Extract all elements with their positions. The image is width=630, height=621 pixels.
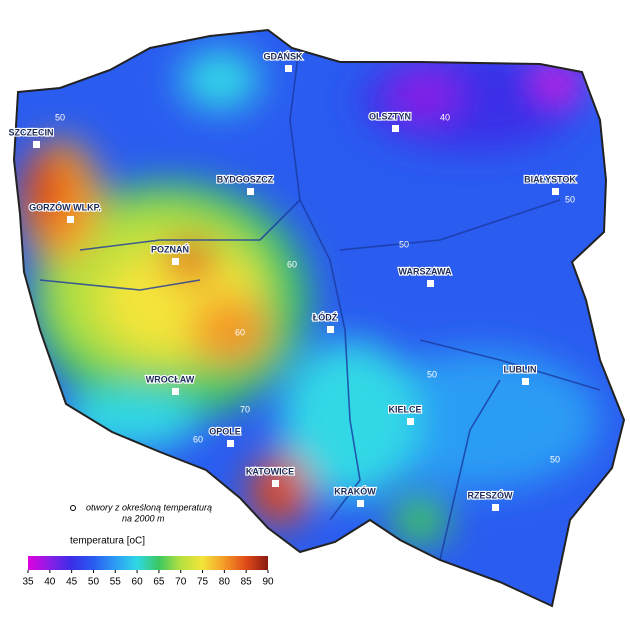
contour-label: 50 <box>260 529 270 539</box>
city-label: BIAŁYSTOK <box>524 174 576 184</box>
city-marker <box>552 188 559 195</box>
city-label: WROCŁAW <box>146 374 195 384</box>
city-label: SZCZECIN <box>9 127 54 137</box>
city-label: GORZÓW WLKP. <box>29 201 101 212</box>
city-marker <box>33 141 40 148</box>
tick-label: 45 <box>66 577 78 588</box>
city-marker <box>357 500 364 507</box>
tick-label: 70 <box>175 577 187 588</box>
city-marker <box>285 65 292 72</box>
contour-label: 60 <box>235 327 245 337</box>
contour-label: 50 <box>399 239 409 249</box>
cities: GDAŃSK OLSZTYN SZCZECIN BYDGOSZCZ BIAŁYSTOK G… <box>7 50 578 511</box>
city-marker <box>272 480 279 487</box>
tick-label: 80 <box>219 577 231 588</box>
city-marker <box>247 188 254 195</box>
city-label: LUBLIN <box>504 364 537 374</box>
tick-label: 90 <box>262 577 274 588</box>
tick-label: 65 <box>153 577 165 588</box>
city-marker <box>492 504 499 511</box>
city-marker <box>172 258 179 265</box>
city-marker <box>327 326 334 333</box>
city-label: KRAKÓW <box>334 485 376 496</box>
tick-label: 55 <box>110 577 122 588</box>
city-marker <box>67 216 74 223</box>
contour-label: 50 <box>55 112 65 122</box>
colorbar <box>28 556 268 570</box>
legend-title: temperatura [oC] <box>70 536 145 547</box>
city-label: POZNAŃ <box>151 244 189 254</box>
city-marker <box>392 125 399 132</box>
city-label: ŁÓDŹ <box>313 311 338 322</box>
city-label: OLSZTYN <box>369 111 411 121</box>
city-label: WARSZAWA <box>399 266 452 276</box>
city-label: KIELCE <box>388 404 421 414</box>
city-label: RZESZÓW <box>468 489 514 500</box>
tick-label: 50 <box>88 577 100 588</box>
tick-label: 75 <box>197 577 209 588</box>
contour-label: 60 <box>287 259 297 269</box>
note: otwory z określoną temperaturą <box>86 502 212 512</box>
city-marker <box>407 418 414 425</box>
tick-label: 35 <box>22 577 34 588</box>
tick-label: 85 <box>241 577 253 588</box>
note: na 2000 m <box>122 513 165 523</box>
city-marker <box>227 440 234 447</box>
contour-label: 50 <box>550 454 560 464</box>
city-label: KATOWICE <box>246 466 294 476</box>
contour-label: 60 <box>193 434 203 444</box>
contour-label: 70 <box>240 404 250 414</box>
tick-label: 60 <box>132 577 144 588</box>
contour-label: 40 <box>440 112 450 122</box>
city-label: BYDGOSZCZ <box>217 174 274 184</box>
city-label: GDAŃSK <box>263 51 303 61</box>
contour-label: 50 <box>565 194 575 204</box>
well-marker <box>70 505 76 511</box>
city-marker <box>427 280 434 287</box>
city-marker <box>172 388 179 395</box>
city-label: OPOLE <box>209 426 241 436</box>
tick-label: 40 <box>44 577 56 588</box>
contour-label: 50 <box>427 369 437 379</box>
city-marker <box>522 378 529 385</box>
contour-labels: 50 40 50 60 70 50 50 60 50 60 50 <box>55 112 575 539</box>
legend: 35 40 45 50 55 60 65 70 75 80 85 90 <box>22 556 274 588</box>
